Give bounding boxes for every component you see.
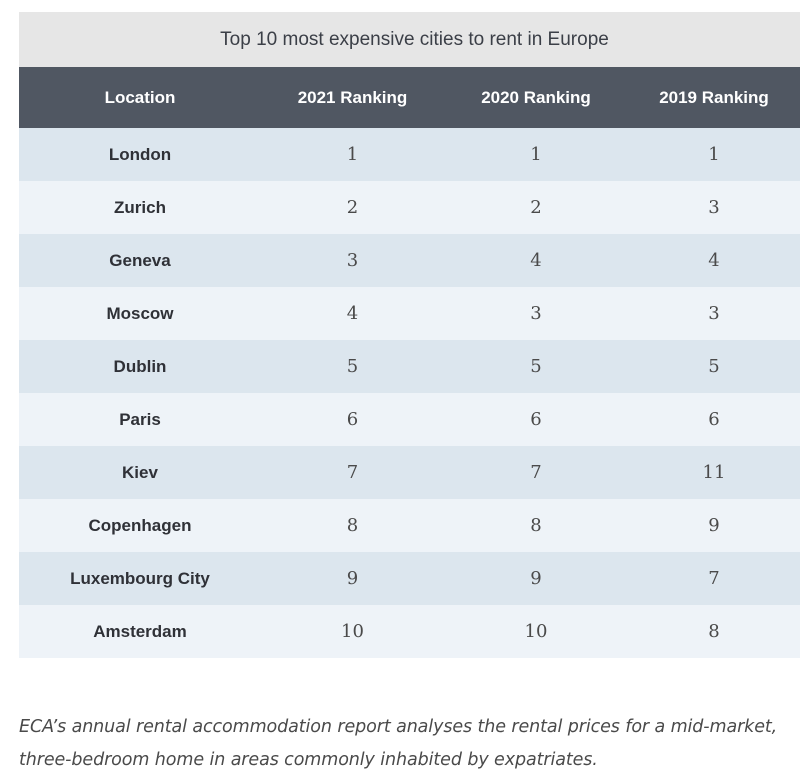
rank-2021-cell: 4 [346,303,359,324]
rank-2020-cell: 7 [530,462,542,483]
table-caption: Top 10 most expensive cities to rent in … [19,12,800,67]
location-cell: Geneva [109,250,171,270]
rank-2019-cell: 6 [708,409,720,430]
table-row: Kiev 7 7 11 [19,446,800,499]
table-row: London 1 1 1 [19,128,800,181]
rank-2019-cell: 11 [702,462,726,483]
header-row: Location 2021 Ranking 2020 Ranking 2019 … [19,67,800,128]
header-2021-ranking: 2021 Ranking [297,87,408,107]
rank-2020-cell: 1 [530,144,542,165]
location-cell: Copenhagen [88,515,192,535]
rank-2021-cell: 1 [346,144,359,165]
rank-2019-cell: 3 [708,197,720,218]
rank-2019-cell: 3 [708,303,720,324]
rank-2020-cell: 8 [530,515,542,536]
ranking-table: Location 2021 Ranking 2020 Ranking 2019 … [19,67,800,658]
rank-2021-cell: 3 [346,250,359,271]
table-row: Amsterdam 10 10 8 [19,605,800,658]
rank-2020-cell: 10 [524,621,548,642]
table-row: Moscow 4 3 3 [19,287,800,340]
location-cell: Kiev [122,462,158,482]
rank-2019-cell: 9 [708,515,720,536]
location-cell: Amsterdam [93,621,187,641]
rank-2020-cell: 6 [530,409,542,430]
rank-2020-cell: 3 [530,303,542,324]
rank-2019-cell: 4 [708,250,720,271]
header-location: Location [104,87,176,107]
rank-2021-cell: 2 [346,197,359,218]
header-2020-ranking: 2020 Ranking [481,87,591,107]
rank-2021-cell: 8 [346,515,359,536]
rank-2021-cell: 6 [346,409,359,430]
header-2019-ranking: 2019 Ranking [659,87,769,107]
rank-2021-cell: 5 [346,356,359,377]
table-row: Dublin 5 5 5 [19,340,800,393]
rank-2019-cell: 5 [708,356,720,377]
rank-2019-cell: 8 [708,621,720,642]
location-cell: Luxembourg City [70,568,210,588]
location-cell: Moscow [106,303,174,323]
table-row: Zurich 2 2 3 [19,181,800,234]
rank-2021-cell: 9 [346,568,359,589]
rank-2020-cell: 9 [530,568,542,589]
table-body: London 1 1 1 Zurich 2 2 3 Geneva 3 4 4 M… [19,128,800,658]
table-header: Location 2021 Ranking 2020 Ranking 2019 … [19,67,800,128]
location-cell: Dublin [113,356,167,376]
rank-2019-cell: 1 [708,144,720,165]
table-row: Geneva 3 4 4 [19,234,800,287]
rank-2021-cell: 10 [341,621,364,642]
rank-2020-cell: 5 [530,356,542,377]
rank-2019-cell: 7 [708,568,720,589]
report-note: ECA’s annual rental accommodation report… [19,716,778,770]
table-row: Paris 6 6 6 [19,393,800,446]
location-cell: London [108,144,172,164]
rank-2020-cell: 2 [530,197,542,218]
rank-2020-cell: 4 [530,250,542,271]
table-row: Luxembourg City 9 9 7 [19,552,800,605]
rank-2021-cell: 7 [346,462,359,483]
location-cell: Paris [119,409,161,429]
ranking-table-container: Top 10 most expensive cities to rent in … [19,12,800,658]
location-cell: Zurich [114,197,166,217]
table-row: Copenhagen 8 8 9 [19,499,800,552]
